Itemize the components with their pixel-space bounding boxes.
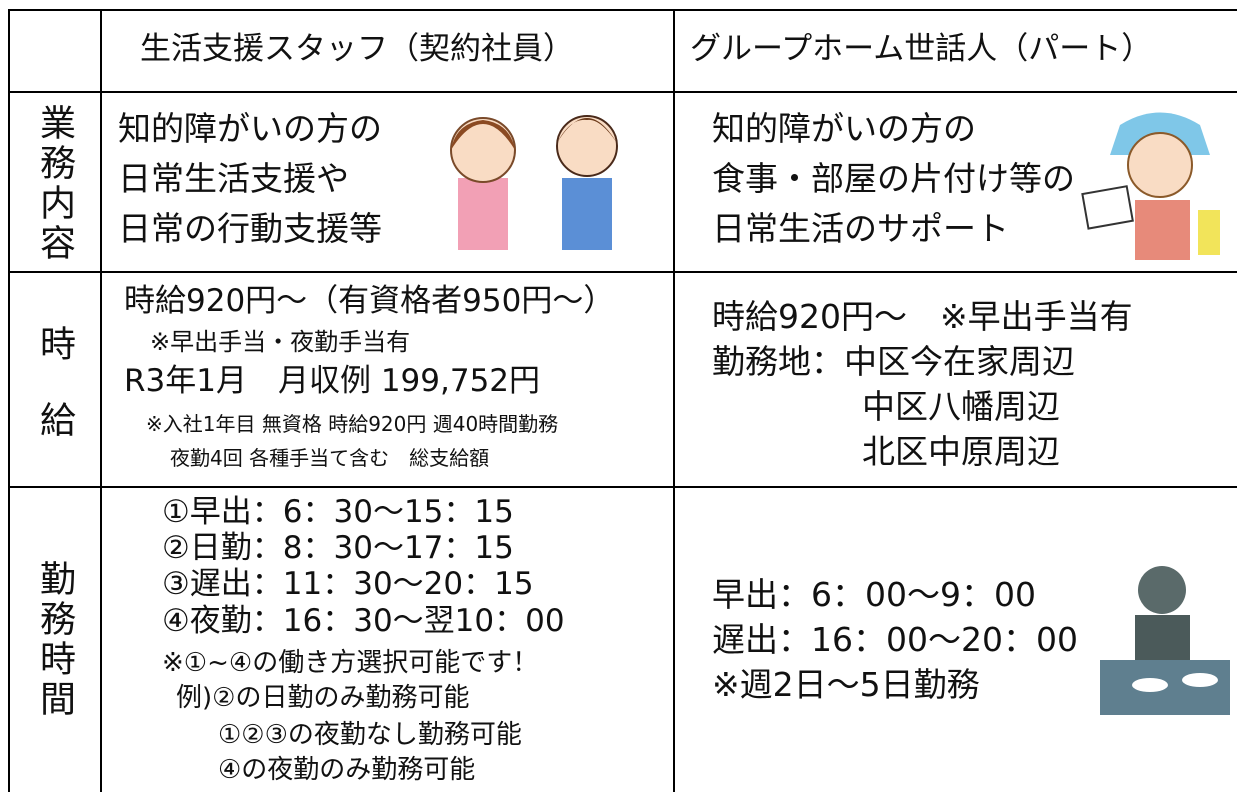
cell-line: R3年1月 月収例 199,752円 (124, 363, 541, 399)
cell-line: 勤務地：中区今在家周辺 (712, 342, 1075, 381)
cell-line: 中区八幡周辺 (862, 387, 1060, 426)
caretaker-illustration (1081, 112, 1220, 260)
border (8, 9, 1237, 11)
cell-line: 夜勤4回 各種手当て含む 総支給額 (170, 446, 490, 470)
cell-line: ※①~④の働き方選択可能です！ (162, 648, 539, 678)
cell-line: ※入社1年目 無資格 時給920円 週40時間勤務 (146, 412, 559, 436)
border (673, 9, 675, 792)
border (8, 91, 1237, 93)
border (8, 271, 1237, 273)
cell-line: 日常生活のサポート (712, 209, 1009, 248)
row-label: 勤務時間 (34, 560, 75, 720)
cell-line: 日常生活支援や (118, 159, 349, 198)
staff-illustration (450, 115, 618, 250)
cooking-illustration (1100, 566, 1230, 715)
cell-line: 北区中原周辺 (862, 432, 1060, 471)
cell-line: ①早出：6：30～15：15 (162, 494, 514, 530)
header-cell: 生活支援スタッフ（契約社員） (140, 31, 574, 67)
border (100, 9, 102, 792)
cell-line: ※週2日～5日勤務 (712, 665, 980, 704)
cell-line: ※早出手当・夜勤手当有 (150, 328, 411, 356)
cell-line: 知的障がいの方の (712, 109, 976, 148)
border (8, 486, 1237, 488)
cell-line: ②日勤：8：30～17：15 (162, 530, 514, 566)
header-cell: グループホーム世話人（パート） (690, 31, 1153, 67)
cell-line: 時給920円～ ※早出手当有 (712, 297, 1133, 336)
cell-line: 早出：6：00～9：00 (712, 575, 1036, 614)
cell-line: 例)②の日勤のみ勤務可能 (176, 683, 470, 713)
cell-line: ③遅出：11：30～20：15 (162, 566, 534, 602)
row-label: 業務内容 (34, 104, 75, 264)
cell-line: 時給920円～（有資格者950円～） (124, 283, 615, 319)
cell-line: ④夜勤：16：30～翌10：00 (162, 603, 565, 639)
cell-line: 食事・部屋の片付け等の (712, 159, 1075, 198)
cell-line: 遅出：16：00～20：00 (712, 620, 1078, 659)
border (8, 9, 10, 792)
cell-line: 日常の行動支援等 (118, 209, 382, 248)
row-label: 時給 (34, 325, 75, 477)
cell-line: ①②③の夜勤なし勤務可能 (218, 720, 522, 750)
cell-line: 知的障がいの方の (118, 109, 382, 148)
cell-line: ④の夜勤のみ勤務可能 (218, 755, 476, 785)
